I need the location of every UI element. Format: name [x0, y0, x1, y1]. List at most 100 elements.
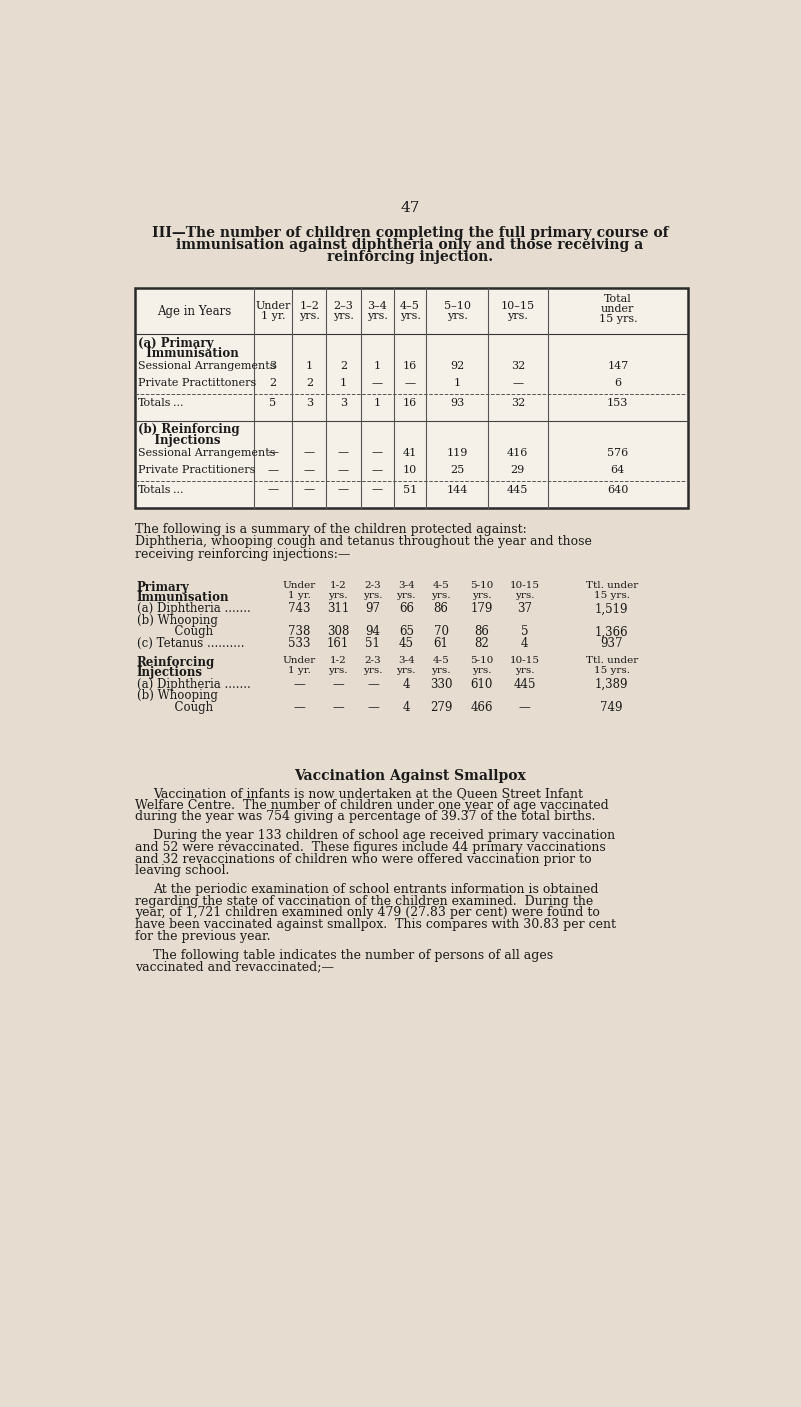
- Text: vaccinated and revaccinated;—: vaccinated and revaccinated;—: [135, 961, 334, 974]
- Text: 15 yrs.: 15 yrs.: [598, 314, 637, 325]
- Text: 1–2: 1–2: [300, 301, 320, 311]
- Text: 2–3: 2–3: [333, 301, 353, 311]
- Text: yrs.: yrs.: [515, 591, 534, 599]
- Text: yrs.: yrs.: [396, 591, 416, 599]
- Text: 51: 51: [365, 637, 380, 650]
- Text: 1-2: 1-2: [330, 581, 346, 590]
- Text: —: —: [338, 466, 349, 476]
- Text: leaving school.: leaving school.: [135, 864, 229, 877]
- Text: yrs.: yrs.: [363, 591, 383, 599]
- Text: 2-3: 2-3: [364, 656, 381, 666]
- Text: —: —: [372, 484, 383, 494]
- Text: The following is a summary of the children protected against:: The following is a summary of the childr…: [135, 523, 527, 536]
- Text: 97: 97: [365, 602, 380, 615]
- Text: 45: 45: [399, 637, 414, 650]
- Text: yrs.: yrs.: [299, 311, 320, 321]
- Text: yrs.: yrs.: [507, 311, 529, 321]
- Text: Reinforcing: Reinforcing: [136, 656, 215, 670]
- Text: (c) Tetanus ..........: (c) Tetanus ..........: [136, 637, 244, 650]
- Text: Cough: Cough: [136, 701, 213, 713]
- Text: —: —: [332, 678, 344, 691]
- Text: —: —: [513, 378, 523, 388]
- Text: ...: ...: [173, 484, 183, 494]
- Text: —: —: [519, 701, 531, 713]
- Text: 51: 51: [403, 484, 417, 494]
- Text: under: under: [601, 304, 634, 314]
- Text: 4–5: 4–5: [400, 301, 420, 311]
- Text: yrs.: yrs.: [328, 667, 348, 675]
- Text: 2: 2: [340, 362, 347, 371]
- Text: —: —: [372, 378, 383, 388]
- Text: During the year 133 children of school age received primary vaccination: During the year 133 children of school a…: [153, 830, 615, 843]
- Text: Vaccination Against Smallpox: Vaccination Against Smallpox: [294, 770, 526, 784]
- Text: Primary: Primary: [136, 581, 189, 594]
- Text: 16: 16: [403, 398, 417, 408]
- Text: 1,519: 1,519: [595, 602, 628, 615]
- Text: 4-5: 4-5: [433, 656, 449, 666]
- Text: immunisation against diphtheria only and those receiving a: immunisation against diphtheria only and…: [176, 238, 644, 252]
- Text: ...: ...: [173, 398, 183, 408]
- Text: 3: 3: [340, 398, 347, 408]
- Text: 749: 749: [601, 701, 623, 713]
- Text: 4: 4: [402, 678, 410, 691]
- Text: Under: Under: [283, 656, 316, 666]
- Text: yrs.: yrs.: [447, 311, 468, 321]
- Text: 640: 640: [607, 484, 629, 494]
- Text: 5: 5: [269, 398, 276, 408]
- Text: (a) Diphtheria .......: (a) Diphtheria .......: [136, 678, 250, 691]
- Text: yrs.: yrs.: [328, 591, 348, 599]
- Text: 1: 1: [453, 378, 461, 388]
- Text: 3-4: 3-4: [398, 581, 415, 590]
- Text: 1 yr.: 1 yr.: [288, 667, 311, 675]
- Text: Ttl. under: Ttl. under: [586, 656, 638, 666]
- Text: 533: 533: [288, 637, 311, 650]
- Text: Ttl. under: Ttl. under: [586, 581, 638, 590]
- Text: Sessional Arrangements: Sessional Arrangements: [138, 362, 276, 371]
- Text: Totals: Totals: [138, 398, 171, 408]
- Text: 3: 3: [306, 398, 313, 408]
- Text: 1: 1: [373, 398, 380, 408]
- Text: 3–4: 3–4: [367, 301, 387, 311]
- Text: 15 yrs.: 15 yrs.: [594, 591, 630, 599]
- Text: 738: 738: [288, 626, 311, 639]
- Text: 2: 2: [306, 378, 313, 388]
- Text: 4-5: 4-5: [433, 581, 449, 590]
- Text: 32: 32: [511, 398, 525, 408]
- Text: —: —: [405, 378, 416, 388]
- Text: receiving reinforcing injections:—: receiving reinforcing injections:—: [135, 547, 350, 560]
- Text: during the year was 754 giving a percentage of 39.37 of the total births.: during the year was 754 giving a percent…: [135, 810, 595, 823]
- Text: Totals: Totals: [138, 484, 171, 494]
- Text: yrs.: yrs.: [367, 311, 388, 321]
- Text: 37: 37: [517, 602, 533, 615]
- Text: yrs.: yrs.: [400, 311, 421, 321]
- Text: 47: 47: [400, 201, 420, 215]
- Text: 5: 5: [521, 626, 529, 639]
- Text: 10: 10: [403, 466, 417, 476]
- Text: 61: 61: [433, 637, 449, 650]
- Text: (b) Reinforcing: (b) Reinforcing: [138, 424, 239, 436]
- Text: III—The number of children completing the full primary course of: III—The number of children completing th…: [152, 225, 669, 239]
- Text: Private Practittoners: Private Practittoners: [138, 378, 256, 388]
- Text: —: —: [338, 447, 349, 457]
- Text: (b) Whooping: (b) Whooping: [136, 689, 217, 702]
- Text: 308: 308: [327, 626, 349, 639]
- Text: Injections: Injections: [136, 667, 203, 680]
- Text: 5-10: 5-10: [469, 656, 493, 666]
- Text: Vaccination of infants is now undertaken at the Queen Street Infant: Vaccination of infants is now undertaken…: [153, 787, 583, 801]
- Text: 3-4: 3-4: [398, 656, 415, 666]
- Text: 416: 416: [507, 447, 529, 457]
- Text: 94: 94: [365, 626, 380, 639]
- Text: —: —: [268, 447, 279, 457]
- Text: 29: 29: [511, 466, 525, 476]
- Text: 1: 1: [306, 362, 313, 371]
- Text: —: —: [293, 701, 305, 713]
- Text: 4: 4: [521, 637, 529, 650]
- Text: 179: 179: [470, 602, 493, 615]
- Text: 3: 3: [269, 362, 276, 371]
- Text: 65: 65: [399, 626, 414, 639]
- Text: Diphtheria, whooping cough and tetanus throughout the year and those: Diphtheria, whooping cough and tetanus t…: [135, 535, 592, 549]
- Text: for the previous year.: for the previous year.: [135, 930, 271, 943]
- Text: reinforcing injection.: reinforcing injection.: [327, 250, 493, 265]
- Text: 5-10: 5-10: [469, 581, 493, 590]
- Text: —: —: [372, 447, 383, 457]
